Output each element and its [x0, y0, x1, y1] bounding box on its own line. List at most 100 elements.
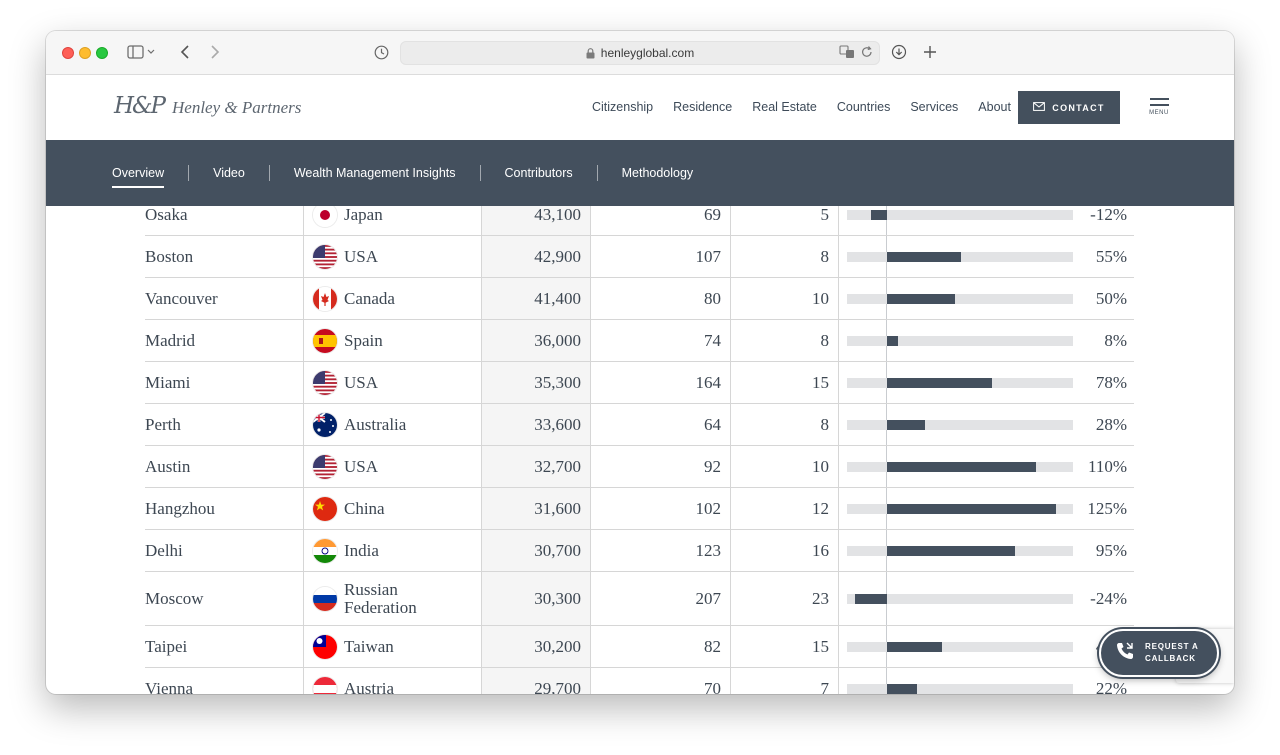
url-text: henleyglobal.com — [600, 46, 695, 60]
nav-services[interactable]: Services — [910, 100, 959, 114]
contact-label: CONTACT — [1052, 102, 1105, 113]
tab-wealth-management-insights[interactable]: Wealth Management Insights — [293, 166, 456, 180]
country-cell: Russian Federation — [303, 572, 481, 625]
browser-toolbar: henleyglobal.com — [46, 31, 1234, 75]
new-tab-icon[interactable] — [920, 42, 940, 62]
growth-cell: 50% — [1078, 278, 1134, 319]
tab-contributors[interactable]: Contributors — [504, 166, 573, 180]
growth-label: -12% — [1090, 206, 1127, 224]
country-name: China — [344, 498, 385, 518]
country-name: Austria — [344, 678, 395, 694]
growth-bar-track — [847, 503, 1073, 514]
nav-citizenship[interactable]: Citizenship — [592, 100, 654, 114]
flag-us-icon — [313, 244, 337, 269]
forward-icon[interactable] — [206, 42, 224, 62]
country-cell: Australia — [303, 404, 481, 445]
country-name: USA — [344, 372, 379, 392]
flag-es-icon — [313, 328, 337, 353]
nav-residence[interactable]: Residence — [673, 100, 733, 114]
growth-bar-cell — [838, 278, 1078, 319]
billionaires-cell: 8 — [730, 320, 838, 361]
growth-cell: 95% — [1078, 530, 1134, 571]
country-cell: USA — [303, 446, 481, 487]
divider — [268, 165, 270, 181]
growth-bar — [887, 545, 1016, 556]
divider — [479, 165, 481, 181]
growth-bar-cell — [838, 626, 1078, 667]
nav-about[interactable]: About — [978, 100, 1011, 114]
sidebar-toggle-icon[interactable] — [126, 42, 156, 62]
city-name: Delhi — [145, 540, 183, 560]
growth-label: 22% — [1095, 678, 1127, 695]
translate-icon[interactable] — [839, 45, 855, 62]
population-cell: 42,900 — [481, 236, 590, 277]
tab-overview[interactable]: Overview — [112, 166, 165, 188]
growth-cell: 22% — [1078, 668, 1134, 695]
centi-millionaires-cell: 70 — [590, 668, 730, 694]
table-row: Miami USA 35,300 164 15 78% — [145, 361, 1134, 403]
table-row: Vienna Austria 29,700 70 7 22% — [145, 667, 1134, 694]
growth-cell: 8% — [1078, 320, 1134, 361]
centi-millionaires-cell: 80 — [590, 278, 730, 319]
table-row: Vancouver Canada 41,400 80 10 50% — [145, 277, 1134, 319]
population-cell: 29,700 — [481, 668, 590, 694]
history-icon[interactable] — [371, 42, 391, 62]
growth-cell: -24% — [1078, 572, 1134, 625]
centi-millionaires-cell: 164 — [590, 362, 730, 403]
city-name: Moscow — [145, 588, 204, 608]
centi-millionaires-cell: 123 — [590, 530, 730, 571]
nav-countries[interactable]: Countries — [836, 100, 891, 114]
country-cell: Canada — [303, 278, 481, 319]
tab-video[interactable]: Video — [213, 166, 245, 180]
back-icon[interactable] — [176, 42, 194, 62]
callback-label-line2: CALLBACK — [1145, 654, 1196, 663]
request-callback-button[interactable]: REQUEST A CALLBACK — [1099, 629, 1219, 677]
growth-cell: 55% — [1078, 236, 1134, 277]
growth-label: 50% — [1095, 288, 1127, 308]
population-cell: 30,700 — [481, 530, 590, 571]
menu-button[interactable]: MENU — [1148, 98, 1170, 116]
centi-millionaires-cell: 69 — [590, 206, 730, 235]
growth-bar — [887, 503, 1056, 514]
phone-icon — [1115, 641, 1135, 666]
growth-label: 110% — [1087, 456, 1127, 476]
city-cell: Taipei — [145, 626, 303, 667]
growth-bar-track — [847, 293, 1073, 304]
flag-tw-icon — [313, 634, 337, 659]
address-bar[interactable]: henleyglobal.com — [400, 41, 880, 65]
growth-bar-cell — [838, 572, 1078, 625]
close-window-button[interactable] — [62, 47, 74, 59]
city-name: Perth — [145, 414, 181, 434]
tab-methodology[interactable]: Methodology — [621, 166, 694, 180]
country-name: Australia — [344, 414, 407, 434]
billionaires-cell: 23 — [730, 572, 838, 625]
centi-millionaires-cell: 102 — [590, 488, 730, 529]
henley-logo[interactable]: H&P Henley & Partners — [114, 93, 301, 119]
growth-bar-track — [847, 251, 1073, 262]
country-name: Canada — [344, 288, 395, 308]
growth-bar-track — [847, 461, 1073, 472]
city-cell: Vienna — [145, 668, 303, 695]
nav-real-estate[interactable]: Real Estate — [752, 100, 817, 114]
growth-bar — [870, 209, 887, 220]
growth-cell: 28% — [1078, 404, 1134, 445]
country-name: Japan — [344, 206, 383, 224]
population-cell: 43,100 — [481, 206, 590, 235]
growth-bar — [887, 377, 993, 388]
population-cell: 32,700 — [481, 446, 590, 487]
growth-bar — [887, 683, 917, 694]
growth-bar — [854, 593, 887, 604]
growth-bar — [887, 293, 955, 304]
billionaires-cell: 15 — [730, 626, 838, 667]
zoom-window-button[interactable] — [96, 47, 108, 59]
contact-button[interactable]: CONTACT — [1018, 91, 1120, 124]
minimize-window-button[interactable] — [79, 47, 91, 59]
city-name: Boston — [145, 246, 194, 266]
flag-us-icon — [313, 454, 337, 479]
growth-bar — [887, 335, 898, 346]
growth-bar — [887, 251, 962, 262]
downloads-icon[interactable] — [889, 42, 909, 62]
reload-icon[interactable] — [861, 45, 873, 62]
city-cell: Madrid — [145, 320, 303, 361]
